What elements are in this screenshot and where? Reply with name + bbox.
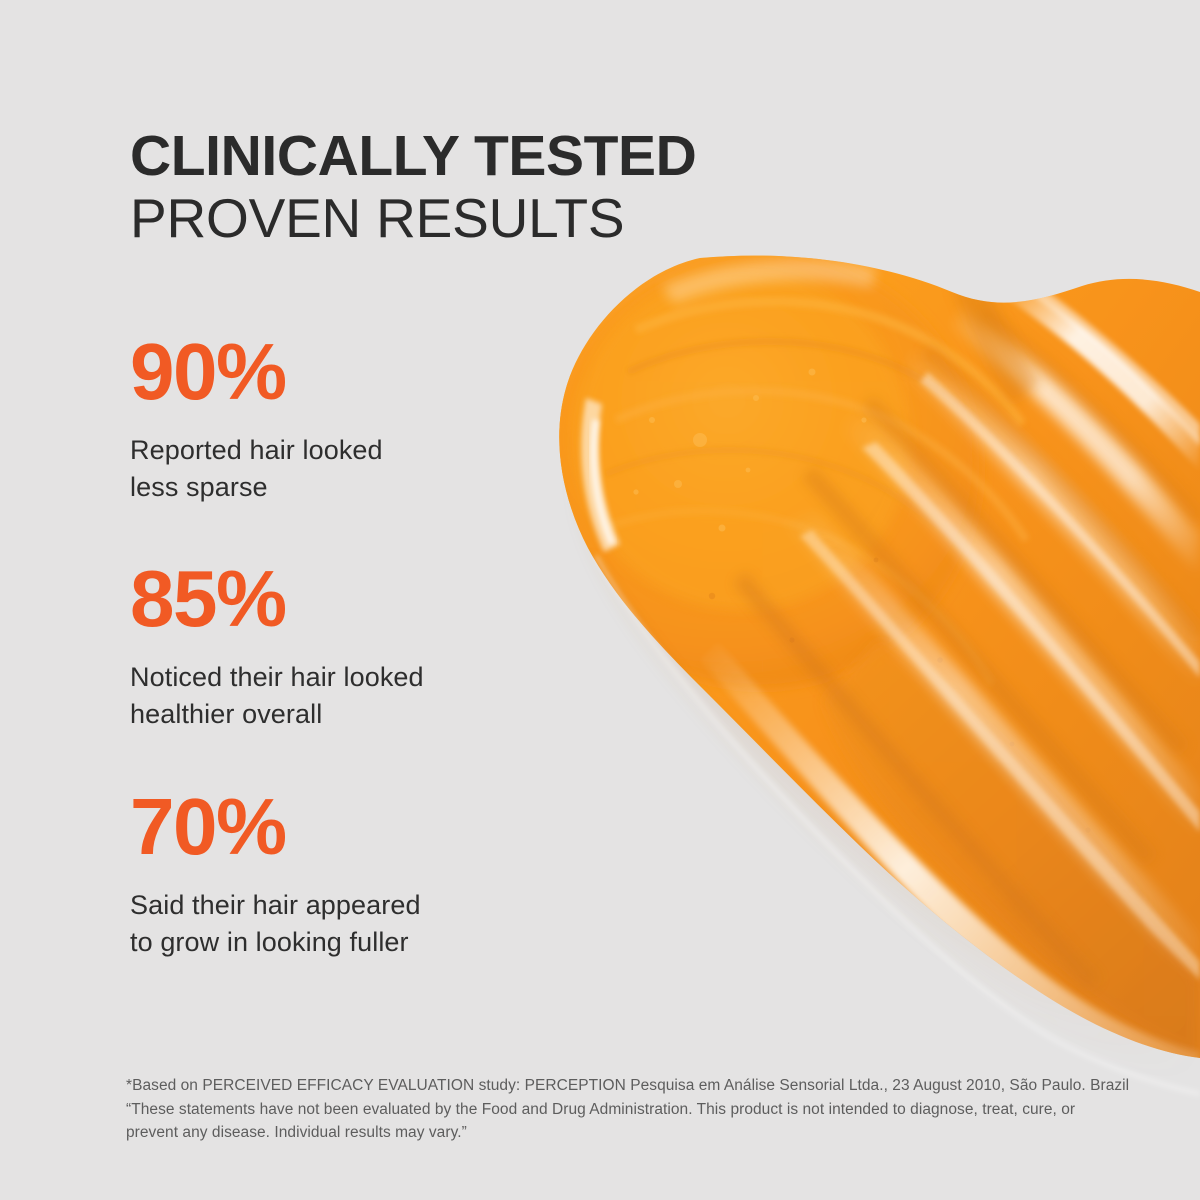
- footnote-line-1: *Based on PERCEIVED EFFICACY EVALUATION …: [126, 1077, 1130, 1094]
- stat-description-line-2: to grow in looking fuller: [130, 926, 409, 957]
- page-title: CLINICALLY TESTED PROVEN RESULTS: [130, 124, 697, 250]
- stat-description-line-1: Said their hair appeared: [130, 889, 421, 920]
- footnote-line-2: “These statements have not been evaluate…: [126, 1100, 1076, 1118]
- legal-disclaimer: *Based on PERCEIVED EFFICACY EVALUATION …: [126, 1074, 1130, 1145]
- headline-line-2: PROVEN RESULTS: [130, 187, 625, 250]
- stat-description: Reported hair looked less sparse: [130, 432, 490, 505]
- stat-description-line-2: less sparse: [130, 471, 268, 502]
- stat-value: 90%: [130, 327, 287, 416]
- stat-description-line-1: Reported hair looked: [130, 435, 383, 465]
- stat-item: 90% Reported hair looked less sparse: [130, 327, 490, 505]
- stat-value: 70%: [130, 781, 287, 871]
- stat-value: 85%: [130, 554, 287, 644]
- footnote-line-3: prevent any disease. Individual results …: [126, 1124, 467, 1142]
- stat-description-line-2: healthier overall: [130, 699, 323, 730]
- headline-line-1: CLINICALLY TESTED: [130, 124, 697, 188]
- stat-item: 70% Said their hair appeared to grow in …: [130, 781, 490, 960]
- stat-description-line-1: Noticed their hair looked: [130, 662, 424, 693]
- stat-description: Noticed their hair looked healthier over…: [130, 659, 490, 732]
- stat-description: Said their hair appeared to grow in look…: [130, 887, 490, 960]
- stat-item: 85% Noticed their hair looked healthier …: [130, 554, 490, 732]
- statistics-list: 90% Reported hair looked less sparse 85%…: [130, 327, 490, 960]
